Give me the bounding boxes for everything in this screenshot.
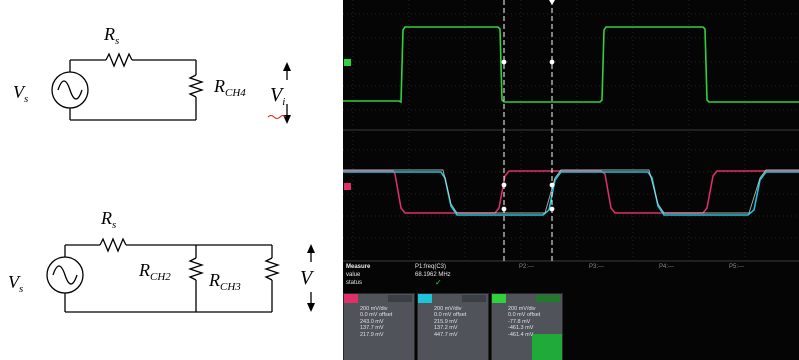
- channel-panel-c4[interactable]: 200 mV/div 0.0 mV offset -77.8 mV -461.3…: [491, 293, 563, 360]
- waveform-white: [343, 169, 799, 214]
- svg-text:Rs: Rs: [103, 24, 119, 47]
- channel-c4-line-5: -461.4 mV: [508, 331, 534, 338]
- channel-marker-green[interactable]: [344, 59, 351, 66]
- channel-c2-line-4: 137.7 mV: [360, 325, 384, 332]
- svg-text:Vi: Vi: [270, 84, 285, 108]
- waveform-green: [343, 26, 799, 104]
- channel-c4-line-4: -461.3 mV: [508, 325, 534, 332]
- channel-c2-line-3: 243.0 mV: [360, 318, 384, 325]
- channel-tab-c3[interactable]: [418, 294, 432, 303]
- bottom-parallel-resistor-1-label: R: [138, 260, 150, 280]
- channel-c4-line-3: -77.8 mV: [508, 318, 531, 325]
- channel-c3-line-5: 447.7 mV: [434, 331, 458, 338]
- bottom-series-resistor-label: R: [100, 208, 112, 228]
- top-load-resistor-sub: CH4: [225, 87, 246, 99]
- measure-row-value: 68.1962 MHz: [415, 272, 451, 278]
- measure-column-p2[interactable]: P2:---: [519, 264, 534, 270]
- measure-column-p3[interactable]: P3:---: [589, 264, 604, 270]
- channel-id-c3: [462, 295, 486, 302]
- top-circuit-labels: Rs Vs RCH4 Vi: [13, 24, 285, 108]
- bottom-parallel-resistor-2-label: R: [208, 270, 220, 290]
- channel-c2-line-5: 217.9 mV: [360, 331, 384, 338]
- measure-title: Measure: [346, 264, 371, 270]
- bottom-circuit: [46, 237, 315, 313]
- channel-id-c2: [388, 295, 412, 302]
- top-output-voltage-label: V: [270, 84, 285, 106]
- bottom-parallel-resistor-1: [187, 257, 205, 281]
- channel-marker-magenta[interactable]: [344, 183, 351, 190]
- bottom-parallel-resistor-1-sub: CH2: [150, 271, 171, 283]
- top-output-voltage-sub: i: [282, 96, 285, 108]
- channel-tab-c2[interactable]: [344, 294, 358, 303]
- svg-text:RCH4: RCH4: [213, 76, 246, 99]
- waveform-magenta: [343, 170, 799, 214]
- bottom-source-sub: s: [19, 283, 23, 295]
- measure-column-p4[interactable]: P4:---: [659, 264, 674, 270]
- top-load-resistor-label: R: [213, 76, 225, 96]
- svg-text:Rs: Rs: [100, 208, 116, 231]
- measure-section[interactable]: Measure P1:freq(C3) value 68.1962 MHz st…: [343, 263, 799, 293]
- top-series-resistor-label: R: [103, 24, 115, 44]
- waveform-cyan: [343, 171, 799, 216]
- top-source-label: V: [13, 82, 26, 102]
- channel-c2-line-1: 200 mV/div: [360, 306, 388, 312]
- bottom-series-resistor-sub: s: [112, 219, 116, 231]
- svg-text:RCH2: RCH2: [138, 260, 171, 283]
- top-series-resistor: [105, 52, 133, 68]
- top-source-sub: s: [24, 93, 28, 105]
- bottom-series-resistor: [99, 237, 127, 253]
- svg-text:Vs: Vs: [8, 272, 23, 295]
- top-load-resistor: [187, 74, 205, 98]
- channel-c3-line-3: 215.9 mV: [434, 318, 458, 325]
- channel-c4-line-2: 0.0 mV offset: [508, 312, 541, 319]
- bottom-voltage-source: [46, 256, 84, 294]
- scope-grid-bottom: [343, 132, 799, 260]
- measure-source: P1:freq(C3): [415, 264, 447, 270]
- measure-status-check: ✓: [435, 278, 442, 287]
- channel-c4-line-1: 200 mV/div: [508, 306, 536, 312]
- measure-row-name: value: [346, 272, 361, 278]
- channel-panel-c2[interactable]: 200 mV/div 0.0 mV offset 243.0 mV 137.7 …: [343, 293, 415, 360]
- scope-waveform-area: [343, 0, 799, 262]
- channel-c2-line-2: 0.0 mV offset: [360, 312, 393, 319]
- top-voltage-source: [51, 71, 89, 109]
- oscilloscope-screen: Measure P1:freq(C3) value 68.1962 MHz st…: [343, 0, 799, 360]
- measure-row-name: status: [346, 280, 363, 286]
- channel-c3-line-2: 0.0 mV offset: [434, 312, 467, 319]
- top-circuit: [51, 52, 291, 124]
- channel-id-c4: [536, 295, 560, 302]
- svg-text:RCH3: RCH3: [208, 270, 241, 293]
- bottom-parallel-resistor-2: [263, 257, 281, 281]
- top-series-resistor-sub: s: [115, 35, 119, 47]
- bottom-output-voltage-label: V: [300, 267, 315, 289]
- measure-column-p5[interactable]: P5:---: [729, 264, 744, 270]
- channel-panel-c3[interactable]: 200 mV/div 0.0 mV offset 215.9 mV 137.2 …: [417, 293, 489, 360]
- svg-text:Vs: Vs: [13, 82, 28, 105]
- channel-c3-line-4: 137.2 mV: [434, 325, 458, 332]
- bottom-source-label: V: [8, 272, 21, 292]
- channel-tab-c4[interactable]: [492, 294, 506, 303]
- circuit-diagrams: Rs Vs RCH4 Vi Rs Vs RCH2 RCH3 V: [8, 24, 315, 313]
- bottom-circuit-labels: Rs Vs RCH2 RCH3 V: [8, 208, 315, 295]
- scope-grid-top: [343, 0, 799, 128]
- channel-c3-line-1: 200 mV/div: [434, 306, 462, 312]
- channel-c4-highlight: [532, 334, 562, 360]
- bottom-parallel-resistor-2-sub: CH3: [220, 281, 241, 293]
